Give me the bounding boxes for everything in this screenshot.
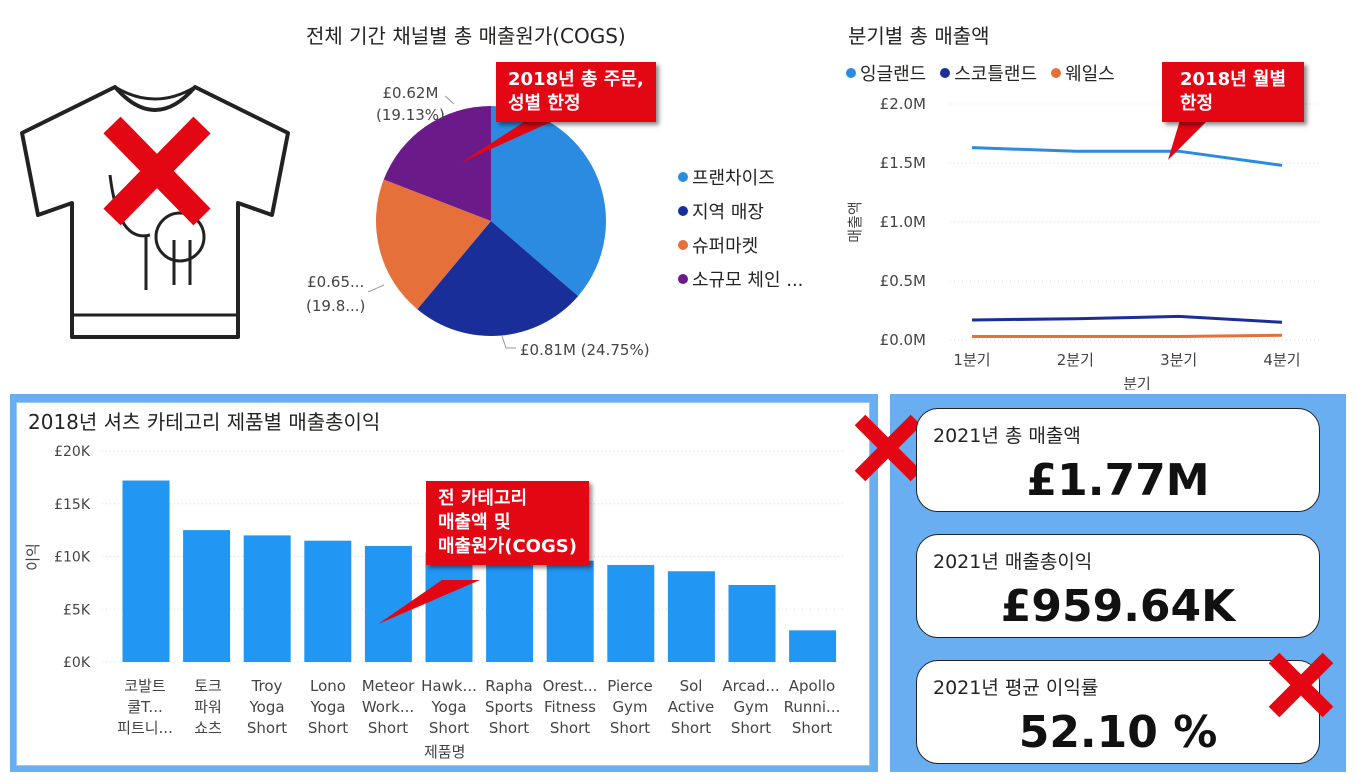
bar [667,571,715,662]
legend-item-supermarket[interactable]: 슈퍼마켓 [678,228,803,262]
bar-xlabel-6: Rapha Sports Short [484,677,534,737]
legend-item-england[interactable]: 잉글랜드 [846,60,926,86]
kpi-revenue-value: £1.77M [1026,455,1210,506]
y-tick-label: £0.0M [880,331,926,349]
bar [304,540,352,662]
legend-dot [678,240,688,250]
legend-dot [846,68,856,78]
bar [425,552,473,662]
kpi-profit-value: £959.64K [1000,581,1236,632]
red-x-icon [1268,652,1334,718]
tshirt-icon [20,85,290,339]
bar-xaxis-title: 제품명 [424,743,466,761]
pie-callout-pointer [460,117,562,163]
pie-label-navy: £0.81M (24.75%) [520,341,650,359]
pie-slice [383,106,491,221]
pie-label-orange: £0.65... (19.8...) [306,273,366,315]
y-tick-label: £10K [54,550,91,566]
y-tick-label: £5K [63,602,91,618]
kpi-card-revenue[interactable]: 2021년 총 매출액 £1.77M [916,408,1320,512]
x-tick-label: 2분기 [1057,351,1094,369]
bar [789,630,837,662]
y-axis-title: 매출액 [846,201,864,242]
y-tick-label: £2.0M [880,95,926,113]
kpi-card-profit[interactable]: 2021년 매출총이익 £959.64K [916,534,1320,638]
pie-chart-title: 전체 기간 채널별 총 매출원가(COGS) [306,24,626,48]
line-callout: 2018년 월별 한정 [1162,62,1305,122]
pie-legend: 프랜차이즈 지역 매장 슈퍼마켓 소규모 체인 ... [678,160,803,296]
bar-callout-pointer [378,580,480,624]
legend-dot [940,68,951,78]
bar-xlabel-4: Meteor Work... Short [361,677,415,737]
line-series [972,333,1283,338]
legend-item-franchise[interactable]: 프랜차이즈 [678,160,803,194]
bar-xlabel-8: Pierce Gym Short [607,677,653,737]
bar [728,584,776,662]
y-tick-label: £0.5M [880,272,926,290]
y-tick-label: £1.0M [880,213,926,231]
legend-item-wales[interactable]: 웨일스 [1051,60,1115,86]
bar-xlabel-7: Orest... Fitness Short [542,677,598,737]
legend-dot [678,274,688,284]
bar-xlabel-1: 토크 파워 쇼츠 [194,677,222,737]
bar-xlabel-11: Apollo Runni... Short [783,677,841,737]
x-tick-label: 4분기 [1263,351,1300,369]
y-tick-label: £0K [63,655,91,671]
kpi-revenue-label: 2021년 총 매출액 [933,425,1081,447]
red-x-icon [854,414,922,482]
kpi-margin-value: 52.10 % [1018,707,1218,758]
pie-slice [491,106,606,297]
legend-dot [1051,68,1062,78]
bar [486,558,534,662]
y-tick-label: £1.5M [880,154,926,172]
bar [607,564,655,662]
pie-leader-line [501,335,516,349]
kpi-profit-label: 2021년 매출총이익 [933,551,1093,573]
line-series [971,314,1283,324]
bar [243,535,291,662]
pie-leader-line [367,284,385,293]
line-chart-title: 분기별 총 매출액 [848,24,990,48]
legend-item-scotland[interactable]: 스코틀랜드 [940,60,1037,86]
pie-chart[interactable] [330,70,660,370]
x-tick-label: 3분기 [1160,351,1197,369]
y-tick-label: £20K [54,444,91,460]
line-legend: 잉글랜드 스코틀랜드 웨일스 [846,60,1115,86]
bar-chart-title: 2018년 셔츠 카테고리 제품별 매출총이익 [28,410,381,434]
pie-label-purple: £0.62M (19.13%) [376,84,445,124]
pie-callout: 2018년 총 주문, 성별 한정 [496,62,656,122]
x-axis-title: 분기 [1123,375,1151,390]
bar-chart[interactable]: £20K £15K £10K £5K £0K 이익 [16,402,868,764]
kpi-margin-label: 2021년 평균 이익률 [933,677,1099,699]
kpi-card-margin[interactable]: 2021년 평균 이익률 52.10 % [916,660,1320,764]
bar-xlabel-0: 코발트 쿨T... 피트니... [117,677,173,737]
pie-slice [417,221,579,336]
red-x-icon [103,116,211,226]
bar [364,545,412,662]
legend-item-small-chain[interactable]: 소규모 체인 ... [678,262,803,296]
y-tick-label: £15K [54,497,91,513]
bar [183,530,231,662]
line-series [971,146,1283,167]
bar-xlabel-5: Hawk... Yoga Short [421,677,477,737]
bar [122,480,170,662]
bar-callout: 전 카테고리 매출액 및 매출원가(COGS) [426,481,589,565]
bar-xlabel-10: Arcad... Gym Short [722,677,780,737]
bar-xlabel-3: Lono Yoga Short [307,677,349,737]
y-axis-title: 이익 [24,543,42,571]
line-callout-pointer [1168,120,1208,160]
bar [546,560,594,662]
legend-item-regional-store[interactable]: 지역 매장 [678,194,803,228]
legend-dot [678,206,688,216]
pie-leader-line [444,95,455,105]
bar-xlabel-9: Sol Active Short [667,677,715,737]
legend-dot [678,172,688,182]
x-tick-label: 1분기 [953,351,990,369]
bar-xlabel-2: Troy Yoga Short [246,677,288,737]
pie-slice [376,179,491,310]
